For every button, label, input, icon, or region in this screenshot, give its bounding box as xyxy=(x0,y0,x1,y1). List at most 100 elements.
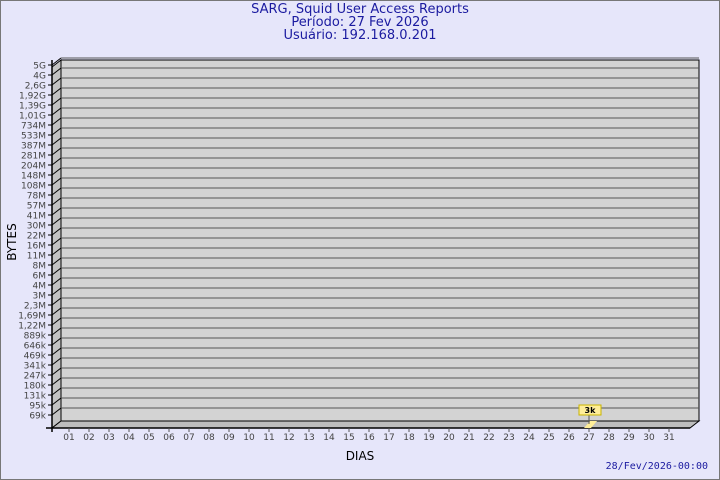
x-tick-label: 04 xyxy=(123,433,135,443)
y-tick-depth xyxy=(51,177,62,186)
x-tick-label: 30 xyxy=(643,433,655,443)
y-tick-depth xyxy=(51,107,62,116)
chart-user: Usuário: 192.168.0.201 xyxy=(283,28,437,43)
y-tick-depth xyxy=(51,307,62,316)
y-tick-label: 1,01G xyxy=(19,112,46,122)
y-tick-label: 204M xyxy=(21,162,46,172)
x-tick-label: 08 xyxy=(203,433,215,443)
y-tick-depth xyxy=(51,257,62,266)
y-tick-label: 646k xyxy=(24,342,47,352)
y-tick-label: 1,92G xyxy=(19,92,46,102)
y-tick-depth xyxy=(51,277,62,286)
y-tick-label: 6M xyxy=(33,272,47,282)
x-tick-label: 26 xyxy=(563,433,575,443)
y-tick-label: 95k xyxy=(29,402,46,412)
chart-period: Período: 27 Fev 2026 xyxy=(291,15,429,30)
y-axis-label: BYTES xyxy=(5,223,19,260)
y-tick-label: 281M xyxy=(21,152,46,162)
y-tick-label: 148M xyxy=(21,172,46,182)
y-tick-label: 1,39G xyxy=(19,102,46,112)
y-tick-label: 22M xyxy=(27,232,46,242)
y-tick-depth xyxy=(51,87,62,96)
y-tick-label: 16M xyxy=(27,242,46,252)
y-tick-label: 57M xyxy=(27,202,46,212)
y-tick-label: 341k xyxy=(24,362,47,372)
x-tick-label: 29 xyxy=(623,433,635,443)
y-tick-label: 533M xyxy=(21,132,46,142)
x-tick-label: 16 xyxy=(363,433,375,443)
y-tick-depth xyxy=(51,327,62,336)
y-tick-label: 469k xyxy=(24,352,47,362)
x-tick-label: 10 xyxy=(243,433,255,443)
x-tick-label: 25 xyxy=(543,433,554,443)
y-tick-depth xyxy=(51,397,62,406)
y-tick-depth xyxy=(51,117,62,126)
y-tick-label: 131k xyxy=(24,392,47,402)
chart-title: SARG, Squid User Access Reports xyxy=(251,2,469,17)
bar-value-label: 3k xyxy=(585,406,597,415)
y-tick-depth xyxy=(51,237,62,246)
y-tick-depth xyxy=(51,227,62,236)
y-tick-depth xyxy=(51,207,62,216)
y-tick-depth xyxy=(51,317,62,326)
x-tick-label: 23 xyxy=(503,433,514,443)
y-tick-label: 11M xyxy=(27,252,46,262)
y-tick-label: 2,3M xyxy=(24,302,46,312)
y-tick-depth xyxy=(51,77,62,86)
x-tick-label: 02 xyxy=(83,433,94,443)
x-tick-label: 27 xyxy=(583,433,594,443)
y-tick-depth xyxy=(51,377,62,386)
y-tick-label: 78M xyxy=(27,192,46,202)
y-tick-depth xyxy=(51,97,62,106)
y-tick-depth xyxy=(51,247,62,256)
y-tick-depth xyxy=(51,297,62,306)
x-tick-label: 17 xyxy=(383,433,394,443)
y-tick-label: 1,22M xyxy=(18,322,46,332)
x-tick-label: 01 xyxy=(63,433,74,443)
x-tick-label: 14 xyxy=(323,433,335,443)
x-tick-label: 03 xyxy=(103,433,114,443)
y-tick-depth xyxy=(51,147,62,156)
y-tick-depth xyxy=(51,367,62,376)
y-tick-label: 247k xyxy=(24,372,47,382)
y-tick-depth xyxy=(51,187,62,196)
x-tick-label: 22 xyxy=(483,433,494,443)
y-tick-depth xyxy=(51,287,62,296)
y-tick-label: 4M xyxy=(33,282,47,292)
y-tick-label: 387M xyxy=(21,142,46,152)
y-tick-depth xyxy=(51,57,62,66)
y-tick-depth xyxy=(51,407,62,416)
y-tick-label: 889k xyxy=(24,332,47,342)
x-axis-label: DIAS xyxy=(346,449,375,463)
y-tick-depth xyxy=(51,137,62,146)
y-tick-label: 180k xyxy=(24,382,47,392)
y-tick-label: 69k xyxy=(29,412,46,422)
y-tick-depth xyxy=(51,217,62,226)
plot-back-wall xyxy=(60,59,700,422)
x-tick-label: 13 xyxy=(303,433,314,443)
x-tick-label: 11 xyxy=(263,433,274,443)
x-tick-label: 15 xyxy=(343,433,354,443)
bar-day-27 xyxy=(584,421,597,428)
x-tick-label: 21 xyxy=(463,433,474,443)
x-tick-label: 31 xyxy=(663,433,674,443)
x-tick-label: 05 xyxy=(143,433,154,443)
y-tick-depth xyxy=(51,387,62,396)
x-tick-label: 06 xyxy=(163,433,175,443)
y-tick-label: 734M xyxy=(21,122,46,132)
x-tick-label: 12 xyxy=(283,433,294,443)
x-tick-label: 28 xyxy=(603,433,615,443)
plot-floor xyxy=(50,420,701,429)
y-tick-depth xyxy=(51,197,62,206)
y-tick-depth xyxy=(51,357,62,366)
y-tick-depth xyxy=(51,67,62,76)
y-tick-label: 41M xyxy=(27,212,46,222)
y-tick-depth xyxy=(51,337,62,346)
y-tick-label: 108M xyxy=(21,182,46,192)
y-tick-depth xyxy=(51,167,62,176)
y-tick-label: 3M xyxy=(33,292,47,302)
x-tick-label: 18 xyxy=(403,433,415,443)
y-tick-depth xyxy=(51,157,62,166)
y-tick-label: 4G xyxy=(33,72,46,82)
